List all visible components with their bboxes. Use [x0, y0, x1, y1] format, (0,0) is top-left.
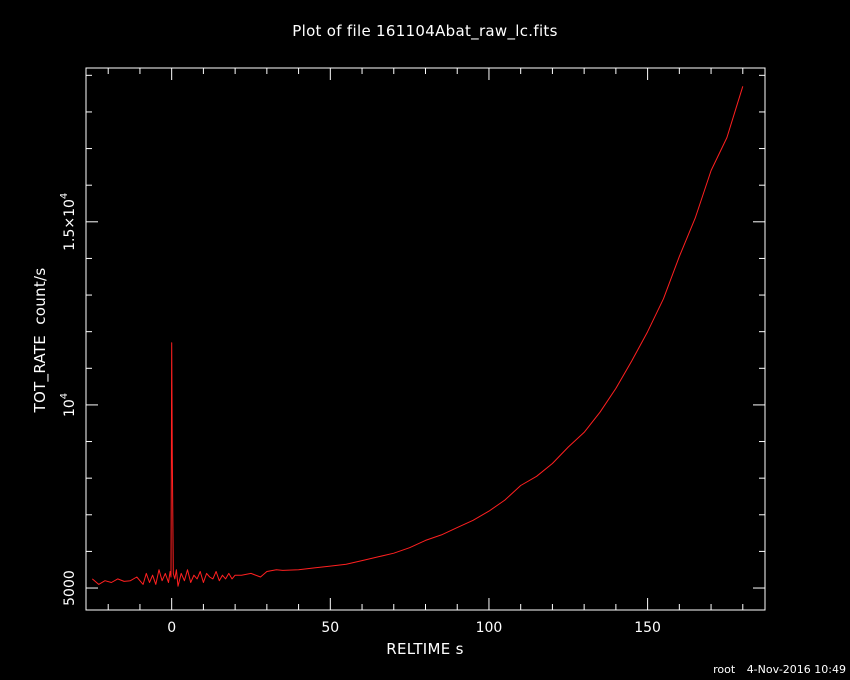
- footer-user: root: [713, 663, 736, 676]
- axis-ticks: [86, 68, 765, 610]
- y-tick-label: 1.5×104: [59, 193, 78, 251]
- x-tick-label: 100: [476, 620, 503, 636]
- chart-title: Plot of file 161104Abat_raw_lc.fits: [292, 22, 558, 40]
- plot-frame: [85, 67, 766, 611]
- footer-stamp: root 4-Nov-2016 10:49: [705, 663, 846, 676]
- x-tick-label: 0: [167, 620, 176, 636]
- x-tick-label: 150: [634, 620, 661, 636]
- y-axis-label: TOT_RATE count/s: [31, 267, 49, 413]
- y-tick-label: 104: [59, 393, 78, 417]
- data-series: [91, 86, 744, 587]
- x-tick-label: 50: [321, 620, 339, 636]
- footer-date: 4-Nov-2016 10:49: [746, 663, 846, 676]
- x-axis-label: RELTIME s: [386, 640, 464, 658]
- axis-tick-labels: 0 50 100 150 5000 104 1.5×104: [59, 193, 661, 636]
- y-tick-label: 5000: [62, 570, 78, 606]
- series-line: [91, 86, 744, 587]
